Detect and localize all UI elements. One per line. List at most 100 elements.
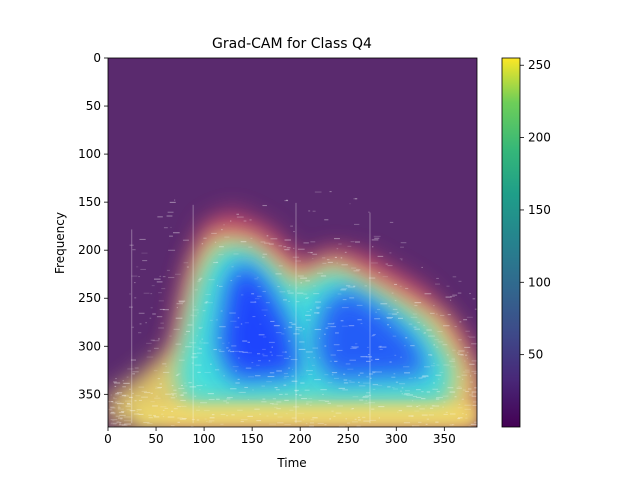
spectrogram-streak	[248, 246, 253, 248]
spectrogram-streak	[171, 410, 174, 412]
spectrogram-streak	[469, 336, 476, 338]
spectrogram-streak	[334, 256, 337, 258]
spectrogram-streak	[439, 371, 444, 374]
spectrogram-streak	[276, 370, 282, 372]
spectrogram-streak	[177, 373, 181, 375]
spectrogram-streak	[192, 309, 199, 311]
spectrogram-streak	[322, 257, 326, 259]
spectrogram-streak	[162, 276, 166, 278]
spectrogram-streak	[181, 405, 187, 407]
spectrogram-streak	[198, 406, 200, 408]
spectrogram-streak	[378, 417, 380, 419]
spectrogram-streak	[256, 420, 262, 422]
spectrogram-streak	[236, 216, 244, 218]
spectrogram-streak	[421, 398, 426, 400]
colorbar-tick-label: 100	[528, 275, 551, 289]
spectrogram-streak	[465, 354, 468, 356]
spectrogram-streak	[471, 391, 477, 393]
spectrogram-streak	[462, 371, 470, 373]
spectrogram-streak	[408, 415, 414, 417]
spectrogram-streak	[347, 368, 354, 370]
spectrogram-streak	[166, 215, 173, 217]
spectrogram-streak	[387, 324, 390, 326]
spectrogram-streak	[132, 392, 134, 394]
spectrogram-streak	[166, 269, 170, 271]
spectrogram-streak	[174, 273, 181, 275]
spectrogram-streak	[271, 403, 279, 405]
spectrogram-streak	[469, 381, 474, 383]
spectrogram-streak	[349, 381, 355, 383]
spectrogram-streak	[348, 325, 355, 327]
spectrogram-streak	[111, 401, 114, 403]
spectrogram-streak	[248, 376, 255, 378]
spectrogram-streak	[414, 302, 422, 304]
spectrogram-streak	[306, 370, 313, 372]
spectrogram-streak	[116, 403, 124, 405]
spectrogram-streak	[333, 344, 340, 346]
spectrogram-streak	[310, 252, 313, 254]
spectrogram-streak	[457, 417, 463, 419]
spectrogram-streak	[199, 277, 203, 279]
spectrogram-streak	[293, 247, 295, 249]
spectrogram-streak	[196, 409, 200, 411]
spectrogram-streak	[403, 366, 410, 368]
spectrogram-streak	[223, 400, 228, 402]
spectrogram-streak	[469, 394, 474, 396]
spectrogram-streak	[251, 389, 254, 391]
spectrogram-streak	[240, 420, 244, 423]
spectrogram-streak	[358, 381, 360, 383]
spectrogram-streak	[162, 416, 165, 418]
spectrogram-streak	[335, 412, 342, 414]
spectrogram-streak	[209, 417, 215, 419]
spectrogram-streak	[256, 364, 260, 366]
spectrogram-streak	[256, 295, 262, 297]
spectrogram-streak	[454, 325, 457, 328]
spectrogram-streak	[114, 394, 119, 396]
spectrogram-streak	[373, 235, 381, 237]
spectrogram-streak	[345, 363, 351, 365]
spectrogram-streak	[461, 374, 468, 376]
spectrogram-streak	[461, 398, 464, 400]
spectrogram-streak	[136, 410, 138, 413]
spectrogram-streak	[154, 387, 162, 389]
spectrogram-streak	[223, 375, 225, 377]
spectrogram-streak	[445, 411, 448, 413]
spectrogram-streak	[151, 285, 155, 287]
spectrogram-streak	[146, 342, 152, 344]
spectrogram-streak	[389, 361, 392, 363]
spectrogram-streak	[197, 280, 201, 282]
spectrogram-streak	[152, 340, 160, 342]
spectrogram-streak	[327, 261, 333, 263]
spectrogram-streak	[392, 313, 398, 315]
spectrogram-streak	[469, 363, 475, 365]
spectrogram-streak	[352, 346, 359, 348]
spectrogram-streak	[447, 314, 451, 316]
spectrogram-streak	[458, 339, 462, 341]
spectrogram-streak	[370, 419, 377, 421]
spectrogram-streak	[344, 251, 347, 253]
spectrogram-streak	[231, 414, 235, 416]
spectrogram-streak	[159, 275, 162, 277]
spectrogram-streak	[274, 387, 278, 389]
spectrogram-streak	[321, 393, 324, 396]
spectrogram-streak	[380, 303, 388, 305]
spectrogram-streak	[163, 227, 168, 229]
spectrogram-streak	[298, 348, 306, 350]
spectrogram-streak	[315, 301, 322, 303]
spectrogram-streak	[297, 412, 305, 414]
spectrogram-streak	[307, 251, 313, 254]
spectrogram-streak	[394, 283, 398, 286]
spectrogram-streak	[153, 370, 158, 372]
spectrogram-streak	[191, 357, 197, 359]
spectrogram-streak	[118, 411, 125, 414]
spectrogram-streak	[129, 388, 131, 390]
spectrogram-streak	[316, 307, 320, 309]
spectrogram-streak	[345, 285, 351, 287]
spectrogram-streak	[442, 325, 450, 327]
x-tick-label: 250	[337, 432, 360, 446]
spectrogram-streak	[156, 316, 163, 318]
spectrogram-streak	[286, 247, 291, 249]
spectrogram-streak	[199, 340, 201, 342]
spectrogram-streak	[154, 397, 161, 399]
spectrogram-streak	[458, 350, 465, 352]
